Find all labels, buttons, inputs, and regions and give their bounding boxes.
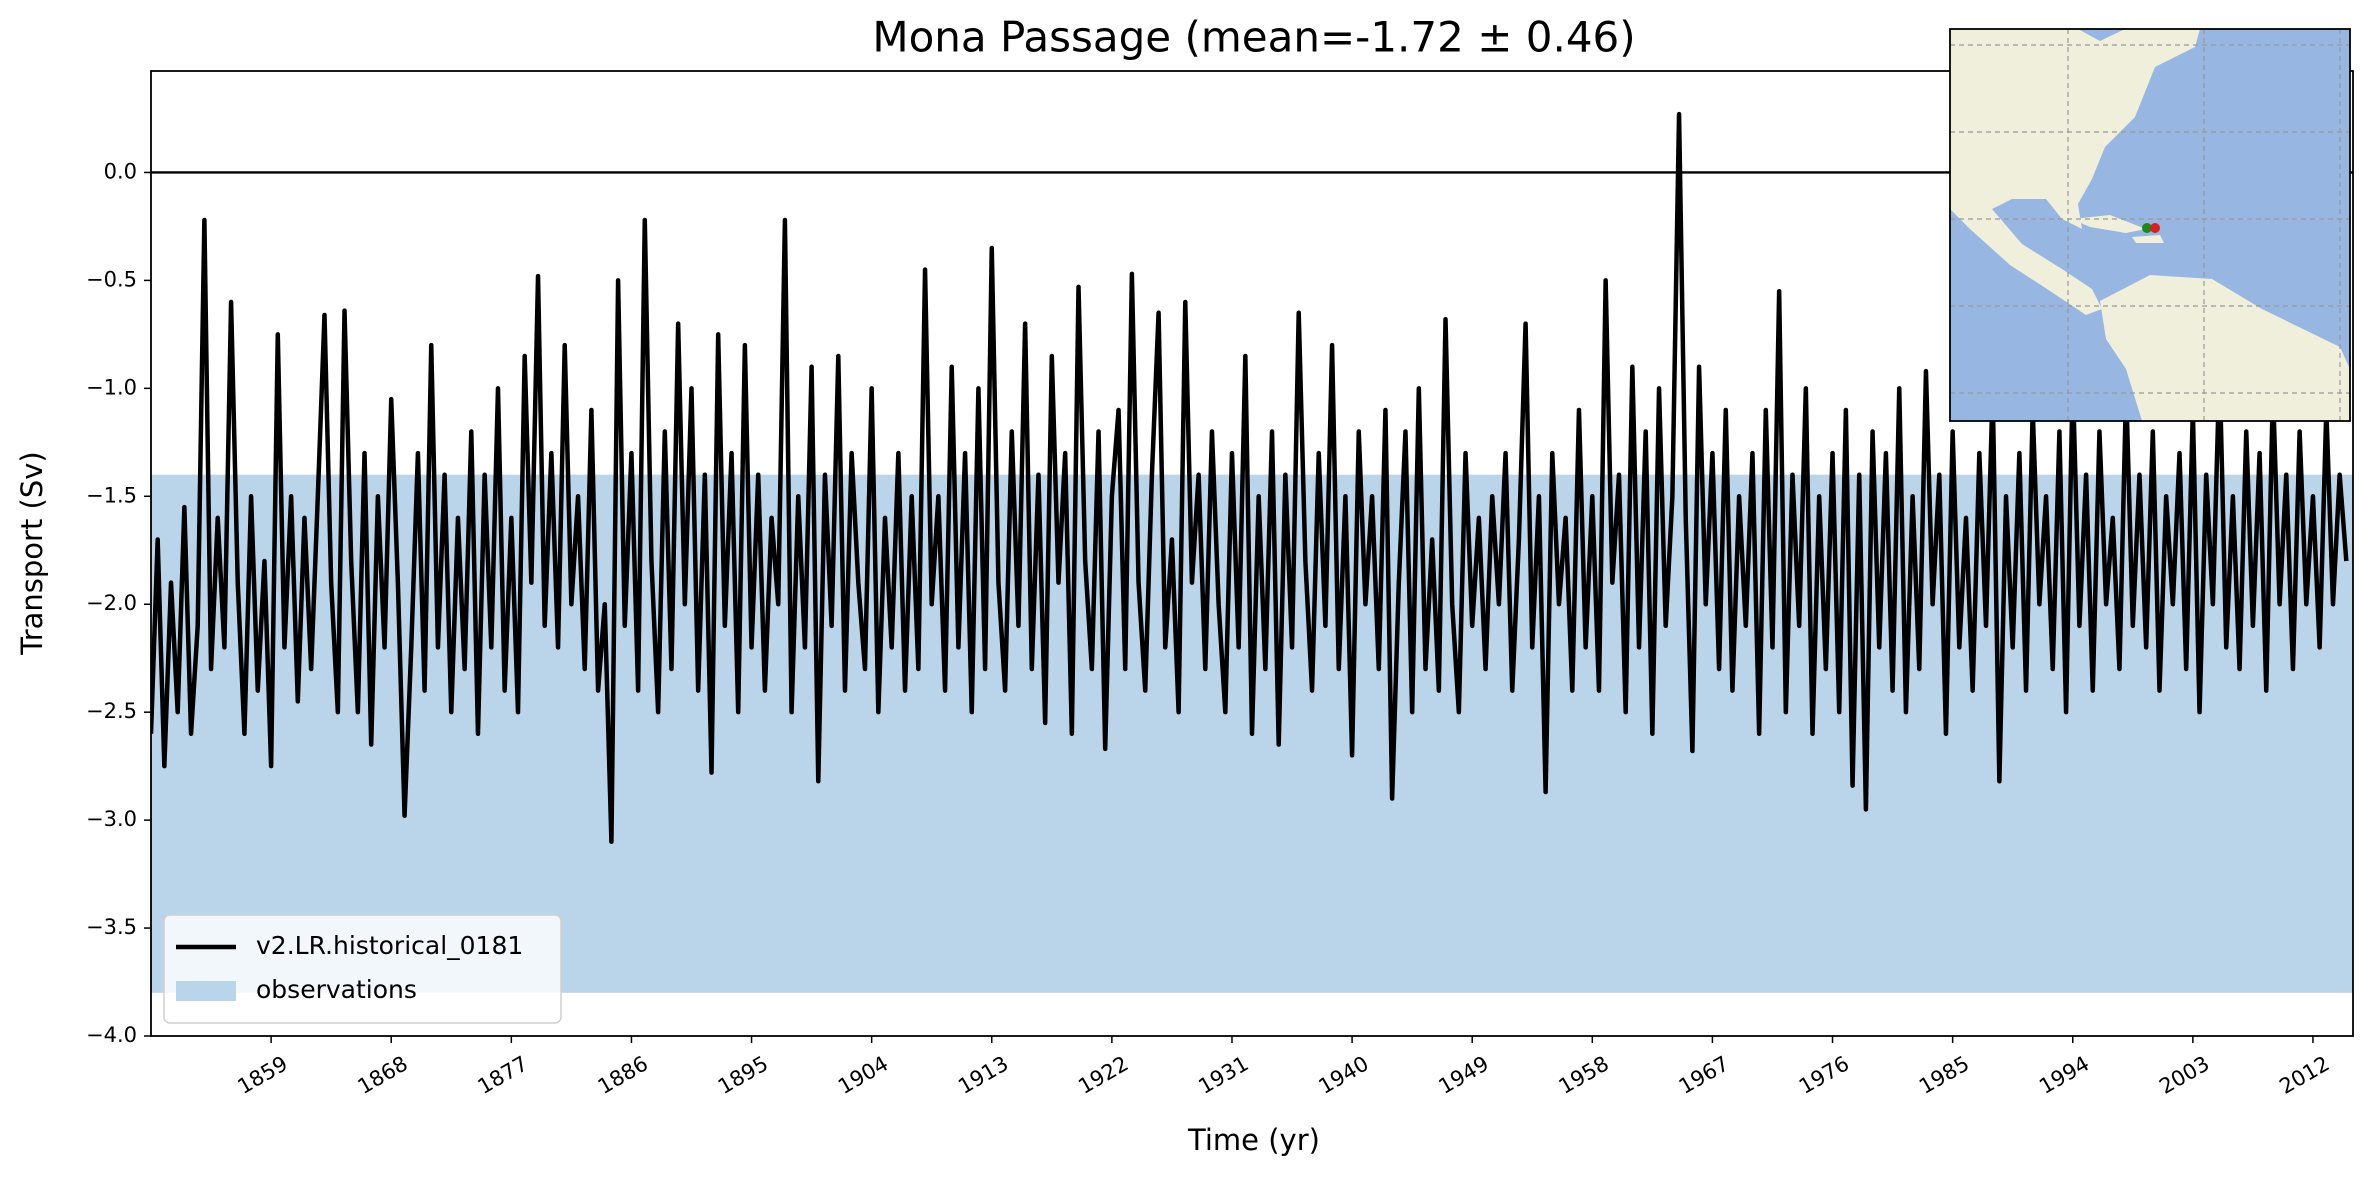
x-tick-label: 2003	[2155, 1051, 2213, 1099]
x-tick-label: 1859	[233, 1051, 291, 1099]
x-tick-label: 1985	[1915, 1051, 1973, 1099]
y-tick-label: −1.0	[86, 375, 137, 399]
map-hispaniola	[2132, 235, 2164, 243]
legend-label: observations	[256, 975, 417, 1004]
y-tick-label: −2.0	[86, 591, 137, 615]
x-tick-label: 1877	[474, 1051, 532, 1099]
x-tick-label: 1913	[954, 1051, 1012, 1099]
y-tick-label: −1.5	[86, 483, 137, 507]
y-tick-label: −4.0	[86, 1023, 137, 1047]
map-south-america	[2100, 275, 2350, 421]
chart-title: Mona Passage (mean=-1.72 ± 0.46)	[872, 13, 1635, 62]
x-tick-label: 1895	[714, 1051, 772, 1099]
y-tick-label: −0.5	[86, 267, 137, 291]
map-grid	[1950, 29, 2350, 421]
y-tick-label: −2.5	[86, 699, 137, 723]
x-tick-label: 1976	[1795, 1051, 1853, 1099]
map-frame	[1949, 28, 2351, 422]
map-cuba	[2072, 215, 2146, 233]
x-tick-label: 1949	[1435, 1051, 1493, 1099]
series-line	[151, 111, 2349, 844]
x-tick-label: 1940	[1314, 1051, 1372, 1099]
x-tick-label: 2012	[2275, 1051, 2333, 1099]
x-axis-label: Time (yr)	[1187, 1123, 1320, 1157]
map-north-america	[1950, 29, 2200, 315]
legend: v2.LR.historical_0181 observations	[163, 914, 562, 1024]
x-tick-label: 1958	[1555, 1051, 1613, 1099]
x-tick-label: 1904	[834, 1051, 892, 1099]
y-tick-label: 0.0	[104, 159, 137, 183]
legend-label: v2.LR.historical_0181	[256, 931, 523, 960]
x-tick-label: 1931	[1194, 1051, 1252, 1099]
y-axis-label: Transport (Sv)	[15, 451, 49, 656]
x-tick-label: 1967	[1675, 1051, 1733, 1099]
legend-box	[163, 914, 562, 1024]
inset-map	[1949, 28, 2351, 422]
x-tick-label: 1886	[594, 1051, 652, 1099]
y-tick-label: −3.5	[86, 915, 137, 939]
legend-swatch	[176, 981, 236, 1001]
map-point-start	[2142, 223, 2152, 233]
y-tick-label: −3.0	[86, 807, 137, 831]
x-tick-label: 1922	[1074, 1051, 1132, 1099]
axes-frame	[150, 70, 2354, 1037]
x-tick-label: 1994	[2035, 1051, 2093, 1099]
x-tick-label: 1868	[354, 1051, 412, 1099]
map-point-end	[2150, 223, 2160, 233]
